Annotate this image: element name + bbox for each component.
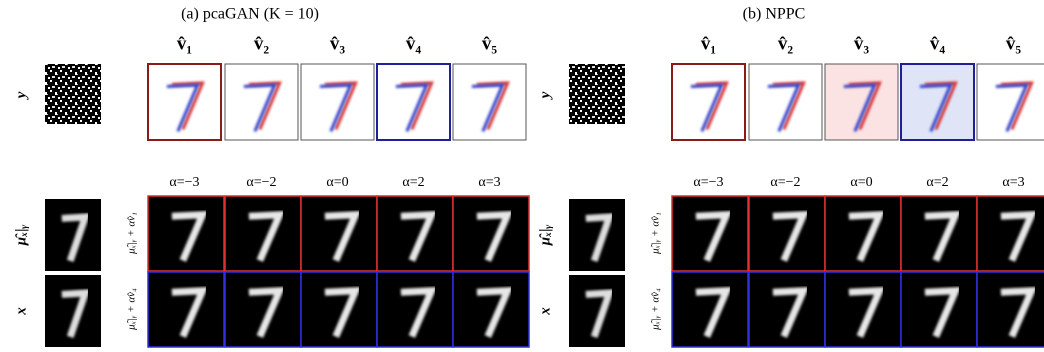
column-label: v̂₂ — [778, 33, 794, 54]
alpha-label: α=−2 — [770, 175, 800, 190]
figure: (a) pcaGAN (K = 10) y μ̂ₓ|ᵧ x μ̂ₓ|ᵧ + αv̂₁ μ̂… — [0, 0, 1044, 352]
column-label: v̂₄ — [406, 33, 422, 54]
alpha-label: α=−3 — [693, 175, 723, 190]
column-label: v̂₁ — [701, 33, 716, 54]
row-label: x — [13, 307, 29, 316]
side-label: μ̂ₓ|ᵧ + αv̂₁ — [650, 212, 662, 255]
page: {"panels": [ {"title": "(a) pcaGAN (K = … — [0, 0, 1044, 352]
alpha-label: α=0 — [850, 175, 872, 190]
row-label: μ̂ₓ|ᵧ — [13, 225, 29, 247]
alpha-label: α=3 — [478, 175, 500, 190]
alpha-label: α=0 — [326, 175, 348, 190]
side-label: μ̂ₓ|ᵧ + αv̂₄ — [650, 288, 662, 331]
alpha-label: α=3 — [1002, 175, 1024, 190]
column-label: v̂₄ — [930, 33, 946, 54]
noisy-image — [45, 64, 101, 124]
row-label: x — [537, 307, 553, 316]
column-label: v̂₃ — [854, 33, 870, 54]
alpha-label: α=−3 — [169, 175, 199, 190]
alpha-label: α=−2 — [246, 175, 276, 190]
column-label: v̂₁ — [177, 33, 192, 54]
side-label: μ̂ₓ|ᵧ + αv̂₄ — [126, 288, 138, 331]
row-label: y — [537, 91, 553, 100]
alpha-label: α=2 — [926, 175, 948, 190]
column-label: v̂₂ — [254, 33, 270, 54]
panel-title: (a) pcaGAN (K = 10) — [181, 6, 319, 23]
column-label: v̂₅ — [1006, 33, 1022, 54]
column-label: v̂₃ — [330, 33, 346, 54]
component-image — [977, 64, 1044, 140]
row-label: y — [13, 91, 29, 100]
row-label: μ̂ₓ|ᵧ — [537, 225, 553, 247]
alpha-label: α=2 — [402, 175, 424, 190]
panel-title: (b) NPPC — [743, 6, 806, 23]
column-label: v̂₅ — [482, 33, 498, 54]
side-label: μ̂ₓ|ᵧ + αv̂₁ — [126, 212, 138, 255]
noisy-image — [569, 64, 625, 124]
